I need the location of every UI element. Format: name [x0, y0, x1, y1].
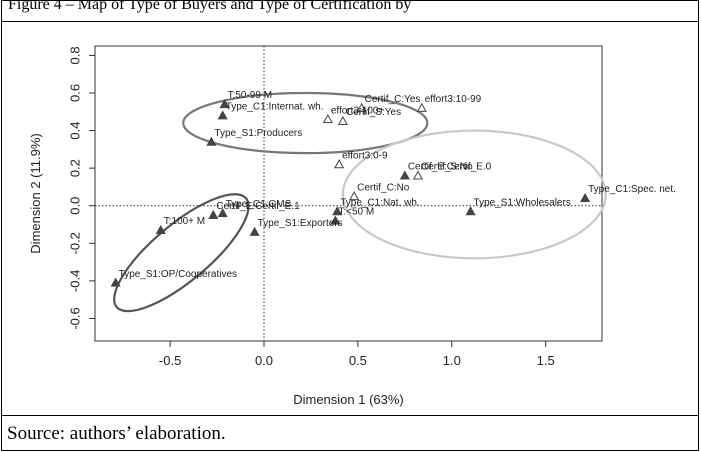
cluster-ellipse-2 [341, 129, 607, 260]
open-triangle-point [322, 114, 333, 124]
point-label: Type_S1:Producers [214, 128, 302, 139]
header-divider [1, 21, 699, 22]
point-label: effort3:10-99 [425, 94, 482, 105]
y-tick-label: -0.4 [68, 270, 83, 292]
source-note: Source: authors’ elaboration. [7, 423, 226, 444]
x-tick-label: 1.0 [443, 353, 461, 368]
point-label: effort3:0-9 [342, 150, 388, 161]
point-label: Type_S1:Exporters [258, 218, 343, 229]
y-tick-label: 0.6 [68, 84, 83, 102]
plot-area [94, 45, 603, 342]
x-tick-label: 1.5 [537, 353, 555, 368]
point-label: Type_C1:Internat. wh. [226, 102, 324, 113]
y-tick-label: 0.0 [68, 197, 83, 215]
x-tick-label: 0.5 [349, 353, 367, 368]
filled-triangle-point [249, 226, 260, 236]
filled-triangle-point [465, 206, 476, 216]
filled-triangle-point [155, 224, 166, 235]
cluster-ellipse-1 [182, 91, 429, 155]
filled-triangle-point [217, 207, 228, 218]
point-label: Certif_S:No [421, 162, 473, 173]
filled-triangle-point [110, 277, 121, 287]
point-label: T:<50 M [338, 207, 374, 218]
y-tick-label: -0.2 [68, 232, 83, 254]
point-label: Type_S1:OP/Cooperatives [119, 269, 237, 280]
footer-divider [1, 415, 699, 416]
point-label: Certif_E:Certif_E.0 [408, 162, 492, 173]
y-axis-title: Dimension 2 (11.9%) [28, 133, 43, 253]
data-points [110, 99, 591, 287]
point-label: T:100+ M [164, 216, 205, 227]
filled-triangle-point [217, 110, 228, 120]
y-tick-label: -0.6 [68, 307, 83, 329]
open-triangle-point [356, 102, 367, 112]
y-tick-label: 0.8 [68, 46, 83, 64]
open-triangle-point [412, 170, 424, 180]
point-label: Certif_S:Yes [346, 107, 401, 118]
x-axis-title: Dimension 1 (63%) [293, 392, 404, 407]
x-tick-label: -0.5 [159, 353, 181, 368]
filled-triangle-point [580, 192, 591, 203]
point-label: Type_C1:GMS [226, 199, 292, 210]
y-tick-label: 0.4 [68, 122, 83, 140]
point-label: Type_S1:Wholesalers [474, 197, 571, 208]
axis-titles: Dimension 1 (63%) Dimension 2 (11.9%) [28, 133, 404, 407]
reference-lines [95, 46, 602, 341]
open-triangle-point [416, 102, 427, 112]
point-label: effort3:100+ [331, 105, 385, 116]
y-tick-label: 0.2 [68, 159, 83, 177]
open-triangle-point [334, 159, 345, 169]
plot-frame [94, 45, 603, 342]
filled-triangle-point [219, 99, 230, 109]
point-label: Certif_C:Yes [365, 94, 421, 105]
point-label: Type_C1:Spec. net. [588, 184, 676, 195]
filled-triangle-point [208, 209, 219, 219]
point-label: Certif_C:No [357, 182, 410, 193]
axis-ticks: -0.5 0.0 0.5 1.0 1.5 -0.6 -0.4 -0.2 0.0 0.2 0.4 0.6… [68, 46, 555, 368]
open-triangle-point [349, 191, 360, 201]
point-label: Certif_E:Certif_E.1 [216, 201, 300, 212]
open-triangle-point [337, 115, 348, 126]
figure-caption: Figure 4 – Map of Type of Buyers and Typ… [8, 0, 412, 13]
x-tick-label: 0.0 [255, 353, 273, 368]
filled-triangle-point [330, 215, 341, 225]
filled-triangle-point [399, 170, 410, 180]
filled-triangle-point [206, 136, 217, 146]
filled-triangle-point [332, 206, 343, 216]
point-label: Type_C1:Nat. wh. [340, 197, 419, 208]
point-label: T:50-99 M [228, 90, 272, 101]
